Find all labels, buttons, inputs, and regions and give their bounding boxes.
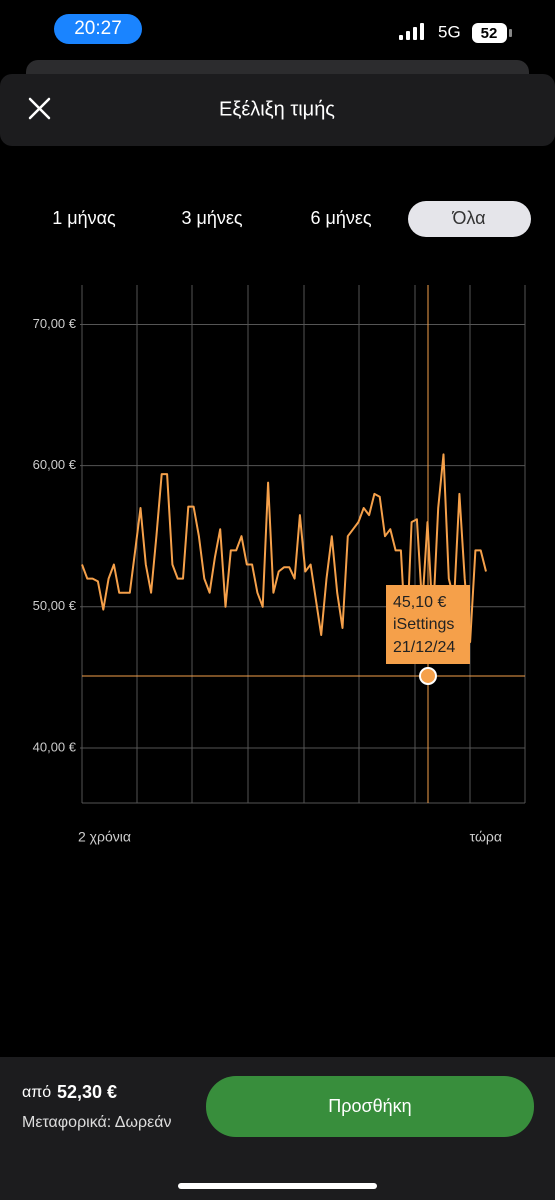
signal-icon bbox=[399, 23, 424, 40]
tab[interactable]: 3 μήνες bbox=[181, 208, 242, 228]
tooltip-seller: iSettings bbox=[393, 616, 454, 633]
tooltip-box bbox=[386, 585, 470, 664]
price: 52,30 € bbox=[57, 1082, 117, 1102]
x-end-label: τώρα bbox=[470, 829, 502, 845]
tooltip-point bbox=[419, 666, 437, 685]
tab[interactable]: 1 μήνας bbox=[52, 208, 116, 228]
tooltip-value: 45,10 € bbox=[393, 594, 446, 611]
y-tick-label: 50,00 € bbox=[33, 598, 77, 613]
status-time: 20:27 bbox=[74, 18, 122, 39]
battery-icon bbox=[472, 23, 507, 43]
y-tick-label: 70,00 € bbox=[33, 316, 77, 331]
price-prefix: από bbox=[22, 1084, 51, 1101]
shipping: Μεταφορικά: Δωρεάν bbox=[22, 1114, 171, 1131]
add-button-label[interactable]: Προσθήκη bbox=[328, 1096, 411, 1116]
tab[interactable]: Όλα bbox=[451, 208, 485, 228]
add-button[interactable] bbox=[206, 1076, 534, 1137]
header-title: Εξέλιξη τιμής bbox=[219, 98, 335, 120]
price-line bbox=[81, 453, 487, 651]
time-pill bbox=[54, 14, 142, 44]
tab-selected-bg[interactable] bbox=[408, 201, 531, 237]
y-tick-label: 40,00 € bbox=[33, 739, 77, 754]
header-bar bbox=[0, 74, 555, 146]
y-tick-label: 60,00 € bbox=[33, 457, 77, 472]
close-button[interactable] bbox=[28, 97, 51, 120]
tab[interactable]: 6 μήνες bbox=[310, 208, 371, 228]
network-label: 5G bbox=[438, 22, 461, 41]
tooltip-date: 21/12/24 bbox=[393, 639, 455, 656]
battery-cap bbox=[509, 29, 512, 37]
battery-level: 52 bbox=[481, 25, 498, 42]
x-start-label: 2 χρόνια bbox=[78, 829, 131, 845]
home-indicator bbox=[178, 1183, 377, 1189]
